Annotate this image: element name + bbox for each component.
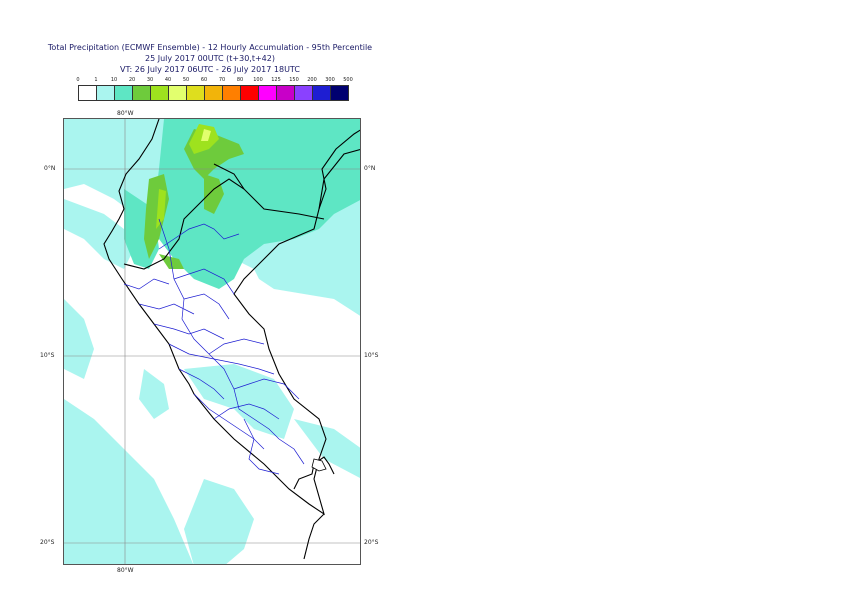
legend-swatch	[204, 85, 223, 101]
legend-label: 50	[182, 77, 190, 83]
graticule	[64, 119, 360, 564]
legend-swatch	[132, 85, 151, 101]
legend-label: 30	[146, 77, 154, 83]
legend-swatch	[312, 85, 331, 101]
chart-title-line-1: Total Precipitation (ECMWF Ensemble) - 1…	[47, 43, 373, 52]
legend-swatch	[168, 85, 187, 101]
legend-swatch	[78, 85, 97, 101]
legend-label: 1	[94, 77, 98, 83]
lat-label-right-10s: 10°S	[364, 352, 379, 359]
legend-label: 150	[289, 77, 299, 83]
legend-label: 20	[128, 77, 136, 83]
legend-label: 500	[343, 77, 353, 83]
lat-label-right-20s: 20°S	[364, 539, 379, 546]
legend-swatch	[114, 85, 133, 101]
legend-label: 80	[236, 77, 244, 83]
legend-swatch	[330, 85, 349, 101]
legend-swatch	[150, 85, 169, 101]
legend-label: 70	[218, 77, 226, 83]
legend-label: 300	[325, 77, 335, 83]
legend-swatch	[186, 85, 205, 101]
legend-swatch	[96, 85, 115, 101]
chart-title-line-2: 25 July 2017 00UTC (t+30,t+42)	[145, 54, 275, 63]
chart-title-line-3: VT: 26 July 2017 06UTC - 26 July 2017 18…	[120, 65, 300, 74]
legend-label: 200	[307, 77, 317, 83]
lon-label-bottom: 80°W	[117, 567, 134, 574]
precipitation-map	[63, 118, 361, 565]
legend-label: 10	[110, 77, 118, 83]
legend-label: 125	[271, 77, 281, 83]
precip-40-50mm	[201, 129, 211, 141]
legend-swatch	[258, 85, 277, 101]
lat-label-left-0: 0°N	[44, 165, 56, 172]
lat-label-right-0: 0°N	[364, 165, 376, 172]
legend-label: 100	[253, 77, 263, 83]
legend-label: 40	[164, 77, 172, 83]
lat-label-left-10s: 10°S	[40, 352, 55, 359]
lon-label-top: 80°W	[117, 110, 134, 117]
lake-titicaca	[311, 458, 327, 472]
color-legend: 0 1 10 20 30 40 50 60 70 80 100 125 150 200 300 500	[76, 77, 353, 103]
legend-swatch	[222, 85, 241, 101]
legend-label: 0	[76, 77, 80, 83]
legend-swatch	[276, 85, 295, 101]
legend-swatch	[240, 85, 259, 101]
legend-swatch	[294, 85, 313, 101]
lat-label-left-20s: 20°S	[40, 539, 55, 546]
legend-label: 60	[200, 77, 208, 83]
regional-borders	[123, 218, 305, 475]
